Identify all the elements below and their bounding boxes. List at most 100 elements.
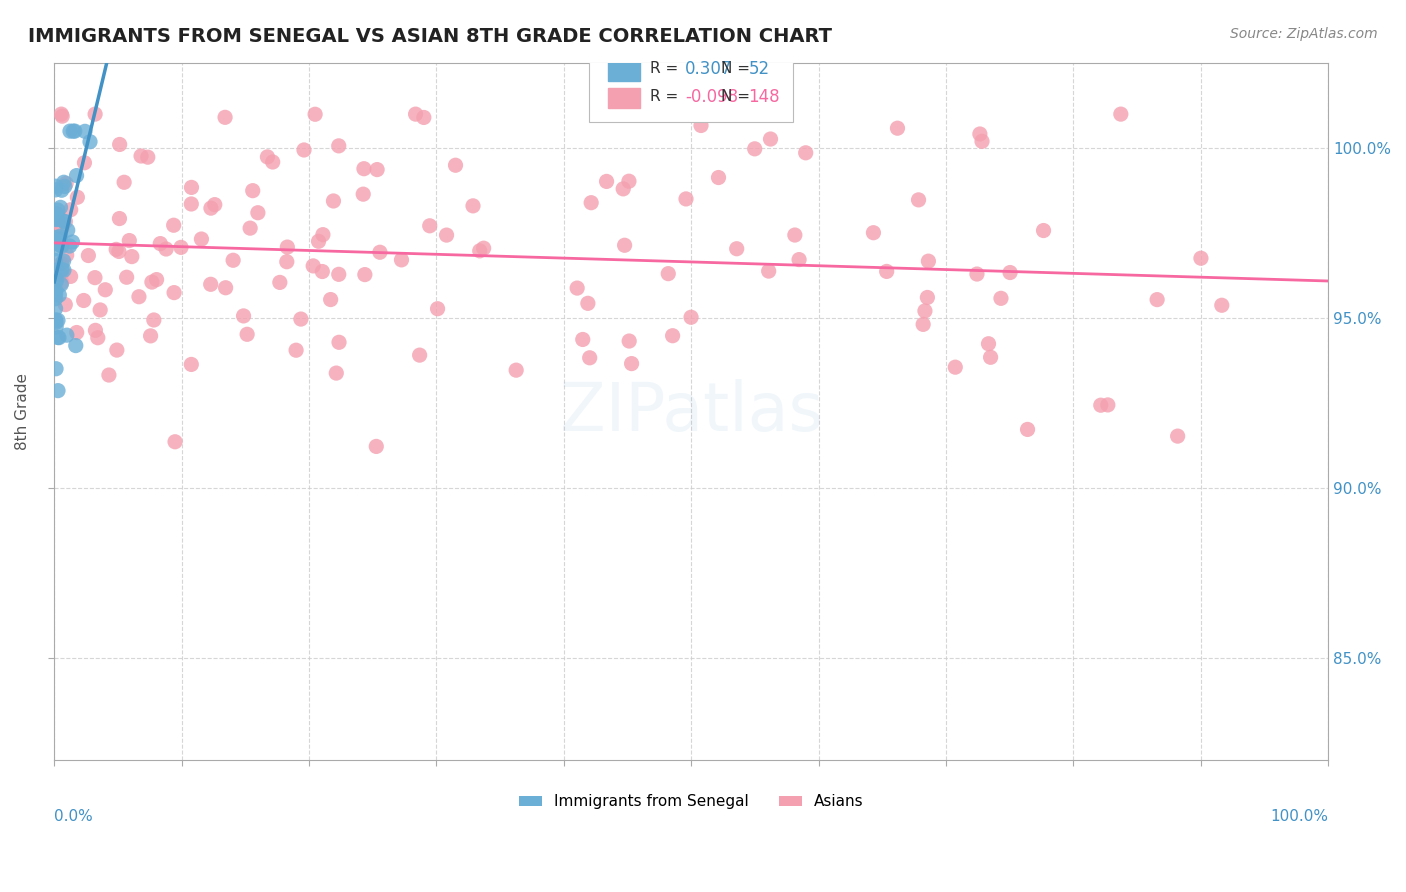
Point <box>943 360 966 375</box>
Point <box>149 236 172 251</box>
Point <box>97 368 120 382</box>
Text: 0.307: 0.307 <box>685 60 733 78</box>
Point <box>619 334 641 348</box>
Point <box>51 256 73 270</box>
Point <box>242 184 264 198</box>
Text: 148: 148 <box>748 87 780 105</box>
Point <box>53 179 76 194</box>
Point <box>62 124 84 138</box>
Point <box>214 281 236 295</box>
Point <box>444 158 467 172</box>
Point <box>48 331 70 345</box>
Point <box>290 312 312 326</box>
Point <box>366 439 388 453</box>
Point <box>56 328 79 343</box>
Point <box>180 180 202 194</box>
Point <box>461 199 484 213</box>
Point <box>170 240 193 254</box>
Point <box>907 193 929 207</box>
Point <box>595 174 617 188</box>
Point <box>45 315 67 329</box>
Point <box>613 238 636 252</box>
Point <box>66 326 89 340</box>
Point <box>142 313 165 327</box>
Point <box>51 262 73 277</box>
Point <box>966 267 988 281</box>
Point <box>141 275 163 289</box>
Point <box>292 143 315 157</box>
Point <box>45 319 67 334</box>
Point <box>89 302 111 317</box>
Point <box>45 206 67 220</box>
Point <box>256 150 278 164</box>
Bar <box>609 87 640 109</box>
Point <box>969 127 991 141</box>
Point <box>62 235 84 249</box>
Point <box>51 220 73 235</box>
Point <box>707 170 730 185</box>
Point <box>912 318 935 332</box>
Point <box>468 244 491 258</box>
Point <box>578 351 600 365</box>
Point <box>94 283 117 297</box>
Point <box>49 200 72 214</box>
Point <box>787 252 810 267</box>
Point <box>51 109 73 123</box>
Point <box>571 333 593 347</box>
Point <box>876 264 898 278</box>
Point <box>59 269 82 284</box>
Point <box>412 111 434 125</box>
Text: -0.098: -0.098 <box>685 87 738 105</box>
Point <box>73 124 96 138</box>
Point <box>612 182 634 196</box>
Point <box>52 214 75 228</box>
Point <box>45 212 67 227</box>
Point <box>48 237 70 252</box>
Point <box>45 292 67 306</box>
Point <box>105 343 128 357</box>
Point <box>112 175 135 189</box>
Point <box>45 313 67 327</box>
Point <box>914 304 936 318</box>
Point <box>49 232 72 246</box>
Point <box>180 358 202 372</box>
Point <box>87 331 110 345</box>
Point <box>1032 223 1054 237</box>
Point <box>232 309 254 323</box>
Text: R =: R = <box>651 89 679 104</box>
Text: 52: 52 <box>748 60 769 78</box>
Point <box>917 254 939 268</box>
Point <box>55 177 77 191</box>
Point <box>77 248 100 262</box>
Point <box>311 264 333 278</box>
Point <box>121 250 143 264</box>
Text: N =: N = <box>720 89 749 104</box>
Point <box>45 273 67 287</box>
Point <box>45 212 67 227</box>
Point <box>862 226 884 240</box>
Point <box>725 242 748 256</box>
Point <box>45 253 67 268</box>
Text: Source: ZipAtlas.com: Source: ZipAtlas.com <box>1230 27 1378 41</box>
Point <box>108 211 131 226</box>
Point <box>48 288 70 302</box>
Point <box>405 107 427 121</box>
Point <box>977 336 1000 351</box>
Point <box>163 219 186 233</box>
Point <box>66 190 89 204</box>
Point <box>328 139 350 153</box>
Point <box>52 254 75 268</box>
Point <box>1146 293 1168 307</box>
Point <box>236 327 259 342</box>
Point <box>366 162 388 177</box>
Point <box>285 343 308 358</box>
Point <box>408 348 430 362</box>
Point <box>617 174 640 188</box>
Point <box>145 272 167 286</box>
Point <box>1017 422 1039 436</box>
Point <box>328 335 350 350</box>
Point <box>45 230 67 244</box>
Point <box>84 323 107 337</box>
Point <box>917 290 939 304</box>
Point <box>118 234 141 248</box>
